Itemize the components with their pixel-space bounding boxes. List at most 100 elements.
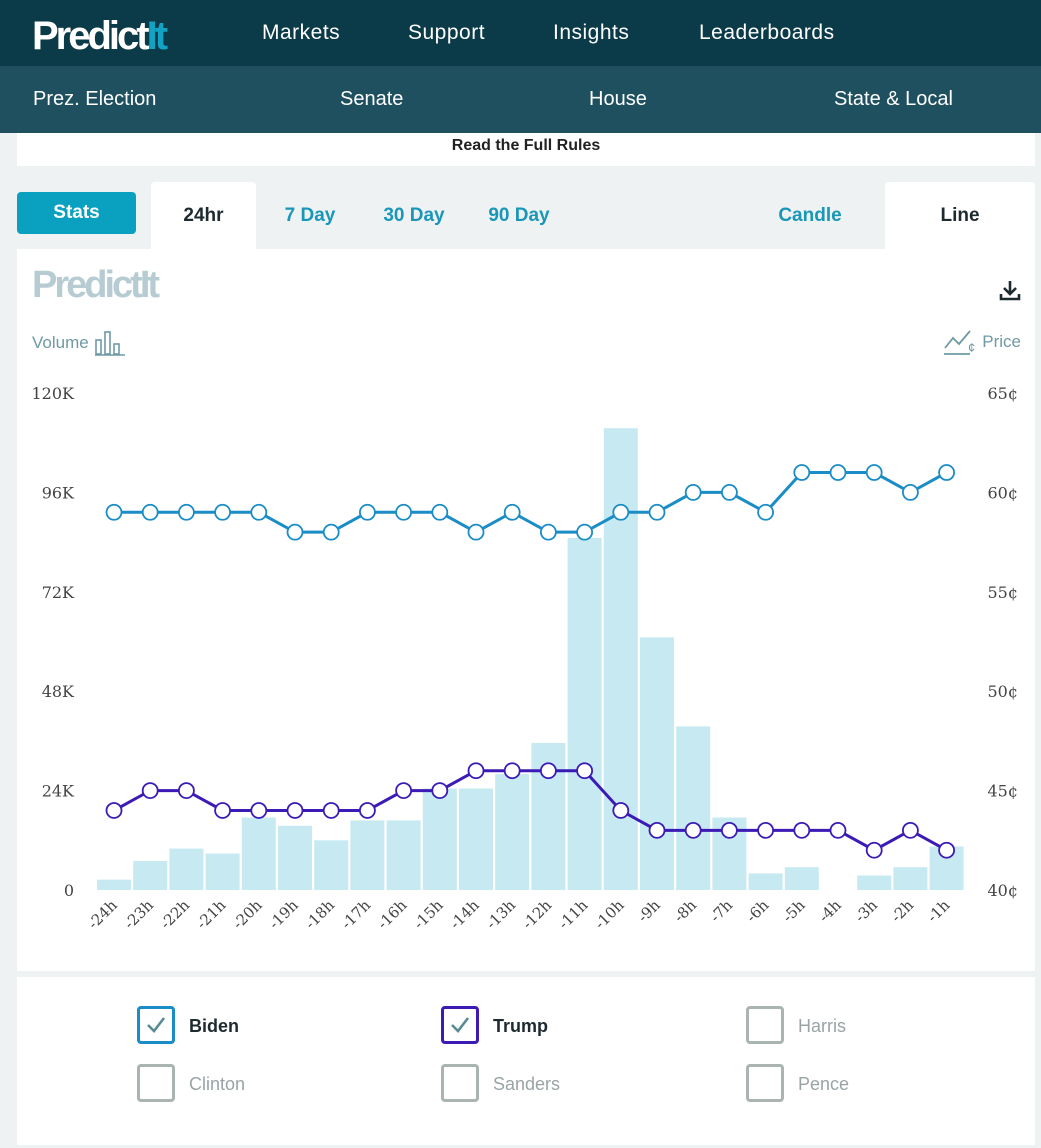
legend-label-trump[interactable]: Trump — [493, 1016, 549, 1036]
price-point-trump — [431, 782, 449, 799]
price-point-trump — [214, 802, 232, 819]
price-point-biden — [105, 503, 123, 521]
legend-checkbox-biden[interactable] — [137, 1006, 175, 1044]
price-point-biden — [395, 503, 413, 521]
price-point-biden — [576, 523, 593, 541]
price-label-text: Price — [982, 332, 1021, 351]
subnav-house[interactable]: House — [589, 88, 647, 110]
chart-logo-it: It — [139, 264, 160, 306]
nav-leaderboards[interactable]: Leaderboards — [699, 21, 835, 44]
price-point-biden — [793, 464, 811, 481]
price-point-trump — [141, 782, 159, 799]
price-point-trump — [612, 802, 630, 819]
volume-bar — [495, 774, 530, 890]
tab-24hr[interactable]: 24hr — [151, 182, 256, 249]
price-point-biden — [358, 503, 376, 521]
volume-tick-label: 120K — [32, 384, 76, 403]
price-tick-label: 55¢ — [987, 583, 1018, 602]
chart-watermark-logo: PredictIt — [32, 264, 160, 307]
volume-tick-label: 0 — [64, 881, 74, 900]
price-point-biden — [431, 503, 449, 521]
tab-30-day[interactable]: 30 Day — [383, 204, 445, 226]
tab-candle[interactable]: Candle — [778, 204, 842, 226]
price-point-trump — [684, 821, 702, 839]
legend-label-pence[interactable]: Pence — [798, 1074, 850, 1094]
subnav-senate[interactable]: Senate — [340, 88, 404, 110]
price-point-trump — [395, 782, 413, 799]
legend-checkbox-sanders[interactable] — [441, 1064, 479, 1102]
chart-logo-predict: Predict — [32, 264, 143, 306]
x-tick-label: -3h — [851, 896, 881, 926]
legend-checkbox-clinton[interactable] — [137, 1064, 175, 1102]
price-point-trump — [250, 802, 268, 819]
read-full-rules-link[interactable]: Read the Full Rules — [17, 133, 1035, 166]
x-tick-label: -7h — [706, 896, 736, 926]
nav-insights[interactable]: Insights — [553, 21, 630, 44]
price-point-biden — [503, 503, 521, 521]
x-tick-label: -17h — [338, 896, 375, 933]
price-line-biden — [114, 471, 948, 534]
x-tick-label: -22h — [157, 896, 194, 933]
legend-checkbox-harris[interactable] — [746, 1006, 784, 1044]
legend-label-clinton[interactable]: Clinton — [189, 1074, 246, 1094]
volume-bar — [567, 537, 602, 890]
category-navigation-bar — [0, 66, 1041, 133]
subnav-prez-election[interactable]: Prez. Election — [33, 88, 157, 110]
volume-label-text: Volume — [32, 333, 89, 352]
tab-90-day[interactable]: 90 Day — [488, 204, 550, 226]
legend-label-sanders[interactable]: Sanders — [493, 1074, 561, 1094]
legend-checkbox-pence[interactable] — [746, 1064, 784, 1102]
volume-bar — [241, 817, 276, 890]
logo-it: It — [146, 13, 169, 58]
price-point-trump — [503, 762, 521, 780]
price-point-trump — [177, 782, 195, 799]
price-point-biden — [250, 503, 268, 521]
price-point-trump — [540, 762, 557, 780]
predictit-logo[interactable]: Predict It — [32, 13, 169, 58]
top-navigation-bar — [0, 0, 1041, 66]
nav-support[interactable]: Support — [408, 21, 486, 44]
download-icon[interactable] — [998, 278, 1022, 302]
price-point-biden — [902, 483, 919, 501]
x-tick-label: -20h — [229, 896, 266, 933]
legend-label-biden[interactable]: Biden — [189, 1016, 240, 1036]
x-tick-label: -2h — [887, 896, 917, 926]
price-point-biden — [829, 464, 847, 481]
x-tick-label: -12h — [519, 896, 556, 933]
volume-tick-label: 24K — [42, 782, 75, 801]
volume-bar — [459, 788, 493, 890]
price-point-trump — [576, 762, 593, 780]
stats-button[interactable]: Stats — [17, 192, 136, 234]
subnav-state-local[interactable]: State & Local — [834, 88, 953, 110]
price-tick-label: 50¢ — [987, 682, 1018, 701]
volume-bar — [278, 825, 312, 890]
price-point-trump — [467, 762, 485, 780]
volume-bar — [97, 879, 131, 890]
price-point-trump — [105, 802, 123, 819]
checkmark-icon — [147, 1017, 166, 1033]
price-point-biden — [214, 503, 232, 521]
logo-predict: Predict — [32, 13, 150, 58]
price-point-biden — [721, 483, 738, 501]
x-tick-label: -15h — [410, 896, 447, 933]
price-tick-label: 65¢ — [987, 384, 1018, 403]
price-point-biden — [612, 503, 630, 521]
price-point-trump — [865, 841, 883, 859]
bar-chart-icon — [94, 331, 125, 356]
price-point-biden — [938, 464, 955, 481]
x-tick-label: -23h — [120, 896, 157, 933]
volume-bar — [169, 848, 204, 890]
volume-bar — [676, 726, 711, 890]
volume-bar — [893, 867, 928, 890]
tab-7-day[interactable]: 7 Day — [284, 204, 336, 226]
price-point-biden — [141, 503, 159, 521]
tab-line[interactable]: Line — [885, 182, 1035, 249]
volume-axis-label: Volume — [32, 330, 125, 356]
legend-checkbox-trump[interactable] — [441, 1006, 479, 1044]
nav-markets[interactable]: Markets — [262, 21, 341, 44]
price-point-biden — [757, 503, 774, 521]
legend-label-harris[interactable]: Harris — [798, 1016, 846, 1036]
x-tick-label: -14h — [446, 896, 483, 933]
price-point-trump — [358, 802, 376, 819]
